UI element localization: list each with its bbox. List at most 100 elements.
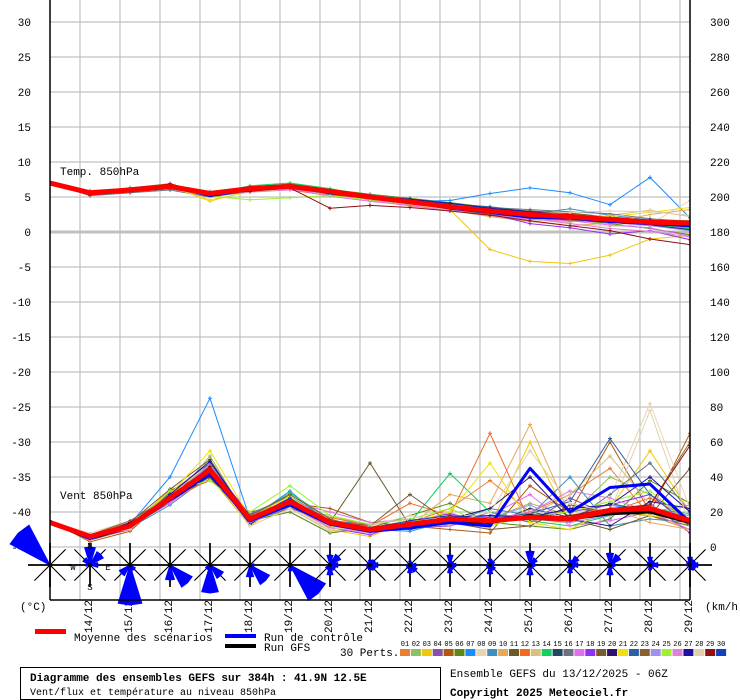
- rose-polygon: [201, 564, 225, 594]
- date-label: 17/12: [204, 600, 216, 633]
- wind-rose: [348, 543, 392, 587]
- right-tick-label: 280: [710, 53, 730, 65]
- perturbation-number: 06: [455, 641, 463, 649]
- wind-member-10-point: [448, 492, 452, 497]
- wind-member-11-point: [688, 466, 690, 471]
- wind-member-17-point: [608, 518, 612, 523]
- wind-member-28-point: [488, 510, 492, 514]
- wind-member-23-point: [288, 492, 292, 497]
- right-tick-label: 120: [710, 333, 730, 345]
- temp-member-29-point: [688, 242, 690, 247]
- wind-member-03-point: [648, 448, 652, 453]
- rose-polygon: [9, 524, 52, 567]
- perturbation-number: 17: [575, 641, 583, 649]
- right-tick-label: 300: [710, 18, 730, 30]
- wind-member-22-point: [608, 436, 612, 441]
- wind-member-11-point: [608, 527, 612, 532]
- wind-member-02-point: [208, 454, 212, 458]
- date-label: 27/12: [604, 600, 616, 633]
- perturbation-number: 03: [423, 641, 431, 649]
- perturbation-number: 24: [651, 641, 659, 649]
- date-label: 18/12: [244, 600, 256, 633]
- perturbation-number: 21: [619, 641, 627, 649]
- wind-member-10-point: [648, 520, 652, 525]
- left-tick-label: 15: [18, 123, 31, 135]
- wind-member-25-point: [648, 489, 652, 493]
- wind-member-28-point: [688, 524, 690, 528]
- wind-member-21-point: [568, 527, 572, 532]
- left-tick-label: -15: [11, 333, 31, 345]
- perturbation-number: 18: [586, 641, 594, 649]
- left-tick-label: -5: [18, 263, 31, 275]
- date-label: 23/12: [444, 600, 456, 633]
- wind-member-12-point: [408, 501, 412, 506]
- perturbation-number: 15: [553, 641, 561, 649]
- perturbation-number: 07: [466, 641, 474, 649]
- wind-member-28-point: [288, 506, 292, 511]
- chart-subtitle: Vent/flux et température au niveau 850hP…: [30, 687, 276, 699]
- perturbation-number: 10: [499, 641, 507, 649]
- left-tick-label: 20: [18, 88, 31, 100]
- wind-member-07-point: [208, 396, 212, 401]
- date-label: 14/12: [84, 600, 96, 633]
- perturbation-swatch: [563, 649, 574, 656]
- legend-gfs-swatch: [225, 644, 256, 648]
- wind-member-19-point: [488, 527, 492, 532]
- temp-member-29-point: [568, 223, 572, 228]
- wind-member-09-point: [648, 517, 652, 521]
- perturbation-swatch: [596, 649, 607, 656]
- wind-member-03-point: [528, 440, 532, 444]
- perturbation-legend: 01 02 03 04 05 06 07 08 09 10 11 12 13 14 15 16 17 18 19 20…: [400, 641, 727, 656]
- right-tick-label: 160: [710, 263, 730, 275]
- wind-member-10-point: [488, 501, 492, 506]
- wind-member-22-point: [648, 492, 652, 497]
- temp-member-29-point: [608, 228, 612, 233]
- rose-center: [368, 563, 372, 567]
- wind-rose: [188, 543, 232, 594]
- wind-roses: N S W E: [9, 524, 712, 606]
- wind-panel-label: Vent 850hPa: [60, 491, 133, 503]
- temp-member-07-point: [568, 190, 572, 195]
- temp-member-10-point: [688, 207, 690, 212]
- wind-member-25-point: [608, 499, 612, 504]
- wind-member-27-point: [488, 513, 492, 518]
- perturbation-swatch: [683, 649, 694, 656]
- temp-member-25-point: [248, 197, 252, 202]
- right-tick-label: 140: [710, 298, 730, 310]
- perturbation-number: 05: [444, 641, 452, 649]
- wind-rose: [388, 543, 432, 587]
- wind-member-27-point: [208, 459, 212, 464]
- wind-rose: [9, 524, 72, 587]
- perturbation-swatch: [661, 649, 672, 656]
- perturbation-number: 04: [433, 641, 441, 649]
- left-tick-label: 30: [18, 18, 31, 30]
- right-tick-label: 20: [710, 508, 723, 520]
- rose-center: [208, 563, 212, 567]
- left-tick-label: -35: [11, 473, 31, 485]
- rose-polygon: [117, 564, 143, 606]
- temp-member-04-point: [688, 227, 690, 232]
- perturbation-swatch: [705, 649, 716, 656]
- wind-member-26-point: [568, 489, 572, 493]
- wind-member-01-point: [488, 478, 492, 483]
- plot-frame: [49, 0, 691, 601]
- wind-member-09-point: [568, 475, 572, 479]
- right-tick-label: 260: [710, 88, 730, 100]
- legend-mean-label: Moyenne des scénarios: [74, 633, 213, 645]
- right-tick-label: 0: [710, 543, 717, 555]
- compass-label: W: [70, 563, 76, 573]
- perturbation-number: 11: [510, 641, 518, 649]
- wind-member-05-point: [488, 531, 492, 535]
- perturbation-number: 12: [521, 641, 529, 649]
- perturbation-swatch: [716, 649, 727, 656]
- rose-polygon: [245, 563, 271, 586]
- chart-title: Diagramme des ensembles GEFS sur 384h : …: [30, 673, 367, 685]
- wind-member-07-point: [168, 475, 172, 479]
- perturbation-number: 02: [412, 641, 420, 649]
- rose-center: [648, 563, 652, 567]
- perturbation-swatch: [432, 649, 443, 656]
- perturbation-swatch: [618, 649, 628, 656]
- wind-member-17-point: [328, 510, 332, 514]
- rose-center: [248, 563, 252, 567]
- wind-rose: [628, 543, 672, 587]
